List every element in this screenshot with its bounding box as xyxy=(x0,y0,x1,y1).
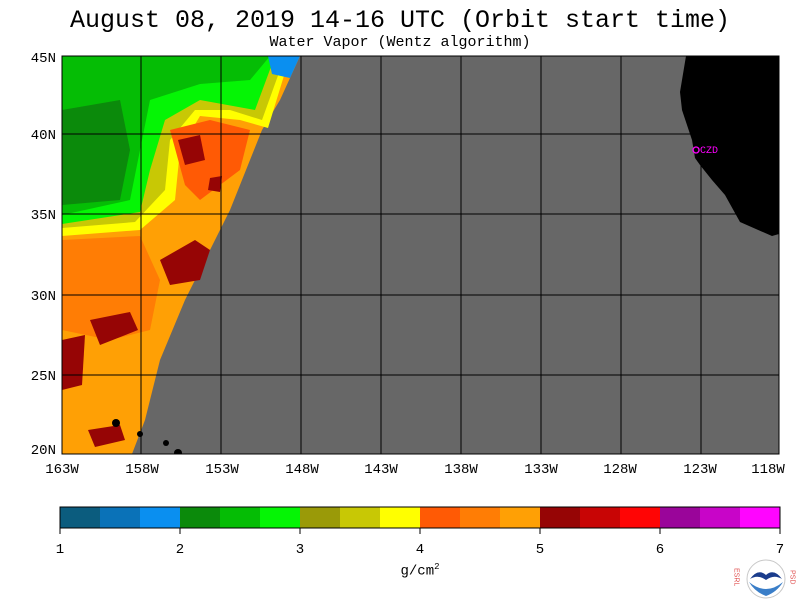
lon-label-158: 158W xyxy=(125,462,159,478)
patch-red-south xyxy=(88,425,125,447)
logo-letters-left: ESRL xyxy=(733,568,740,586)
colorbar-swatch xyxy=(180,507,221,528)
station-label: CZD xyxy=(700,146,719,157)
lon-label-143: 143W xyxy=(364,462,398,478)
colorbar-swatch xyxy=(500,507,541,528)
colorbar-swatch xyxy=(60,507,101,528)
colorbar-swatch xyxy=(620,507,661,528)
graticule xyxy=(62,56,779,454)
colorbar-tick-5: 5 xyxy=(535,542,545,558)
plot-frame xyxy=(61,55,780,455)
lon-label-153: 153W xyxy=(205,462,239,478)
colorbar-swatch xyxy=(340,507,381,528)
colorbar-swatch xyxy=(220,507,261,528)
island-2 xyxy=(137,431,143,437)
logo-letters-right: PSD xyxy=(789,570,796,584)
patch-red-north xyxy=(178,135,205,165)
colorbar-frame xyxy=(59,506,781,529)
lon-label-123: 123W xyxy=(683,462,717,478)
colorbar-swatch xyxy=(740,507,781,528)
map-title: August 08, 2019 14-16 UTC (Orbit start t… xyxy=(69,6,731,35)
lat-label-25: 25N xyxy=(30,369,56,385)
swath-dark-green xyxy=(62,100,130,205)
lon-label-148: 148W xyxy=(285,462,319,478)
lat-label-45: 45N xyxy=(30,51,56,67)
lon-label-133: 133W xyxy=(524,462,558,478)
colorbar-swatch xyxy=(540,507,581,528)
colorbar-swatch xyxy=(580,507,621,528)
lon-label-118: 118W xyxy=(751,462,785,478)
colorbar-swatch xyxy=(100,507,141,528)
colorbar-swatch xyxy=(420,507,461,528)
lon-label-163: 163W xyxy=(45,462,79,478)
colorbar-tick-3: 3 xyxy=(295,542,305,558)
noaa-logo-sea xyxy=(749,582,783,596)
noaa-logo-bird xyxy=(750,572,782,580)
colorbar xyxy=(59,507,781,534)
colorbar-swatch xyxy=(140,507,181,528)
island-1 xyxy=(112,419,120,427)
colorbar-tick-6: 6 xyxy=(655,542,665,558)
lon-label-128: 128W xyxy=(603,462,637,478)
swath-blue xyxy=(268,56,300,78)
colorbar-swatch xyxy=(460,507,501,528)
patch-red-small xyxy=(208,176,222,192)
colorbar-unit-base: g/cm xyxy=(400,563,435,580)
colorbar-swatch xyxy=(300,507,341,528)
colorbar-unit-exponent: 2 xyxy=(434,562,440,572)
lon-label-138: 138W xyxy=(444,462,478,478)
colorbar-tick-4: 4 xyxy=(415,542,425,558)
lat-label-40: 40N xyxy=(30,128,56,144)
patch-red-west xyxy=(90,312,138,345)
island-3 xyxy=(163,440,169,446)
lat-label-30: 30N xyxy=(30,289,56,305)
lat-label-35: 35N xyxy=(30,208,56,224)
island-4 xyxy=(174,449,182,454)
patch-red-coast xyxy=(62,335,85,390)
colorbar-swatch xyxy=(700,507,741,528)
noaa-logo: ESRL PSD xyxy=(733,559,796,599)
colorbar-tick-2: 2 xyxy=(175,542,185,558)
map-subtitle: Water Vapor (Wentz algorithm) xyxy=(269,34,531,51)
colorbar-swatch xyxy=(380,507,421,528)
swath-light-orange xyxy=(62,236,160,340)
colorbar-swatch xyxy=(260,507,301,528)
land-north-america xyxy=(680,56,779,236)
colorbar-tick-7: 7 xyxy=(775,542,785,558)
colorbar-tick-1: 1 xyxy=(55,542,65,558)
patch-red-mid xyxy=(160,240,210,285)
station-marker xyxy=(692,146,700,154)
colorbar-unit: g/cm2 xyxy=(370,562,470,580)
colorbar-swatch xyxy=(660,507,701,528)
lat-label-20: 20N xyxy=(30,443,56,459)
